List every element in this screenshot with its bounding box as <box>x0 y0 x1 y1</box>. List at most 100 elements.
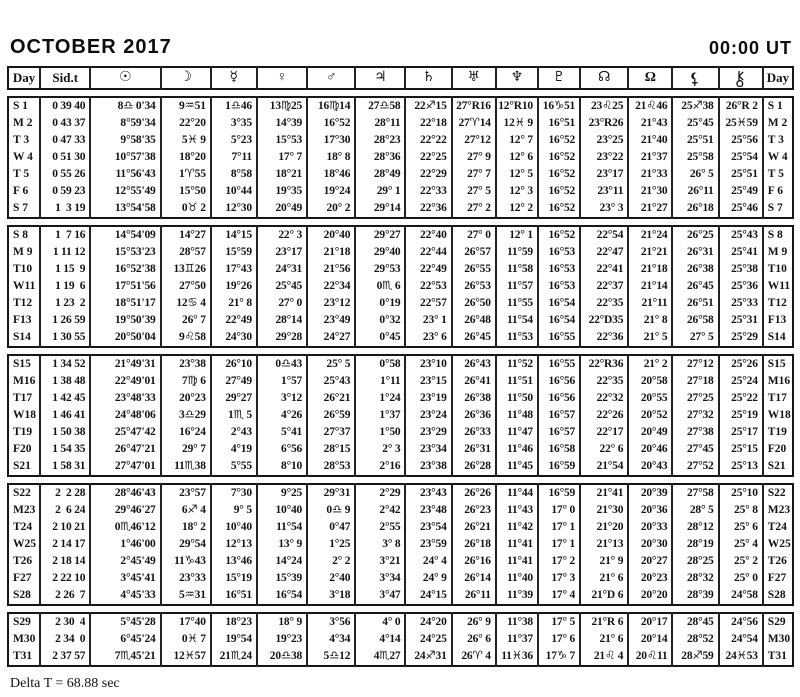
value-cell: 26°45 <box>450 329 496 347</box>
day-cell-left: M16 <box>13 375 36 387</box>
value-cell: 11°57 <box>494 278 538 295</box>
value-cell: 8°10 <box>255 458 308 476</box>
value-cell: 2°42 <box>354 502 406 519</box>
value-cell: 11°41 <box>494 553 538 570</box>
value-cell: 14°54'09 <box>89 226 161 244</box>
value-cell: 22°49'01 <box>89 373 161 390</box>
value-cell: 24°15 <box>404 587 452 605</box>
day-cell-left: S14 <box>13 331 31 343</box>
table-row: W 4 0 51 30 10°57'38 18°20 7°11 17° 7 18° 8 28°… <box>8 149 793 166</box>
value-cell: 21°18 <box>306 244 356 261</box>
value-cell: 2°45'49 <box>89 553 161 570</box>
value-cell: 1 19 6 <box>39 278 91 295</box>
value-cell: 11°45 <box>494 458 538 476</box>
value-cell: 16°53 <box>536 244 581 261</box>
value-cell: 27°45 <box>671 441 719 458</box>
value-cell: 15°50 <box>159 183 211 200</box>
value-cell: 23°17 <box>579 166 629 183</box>
value-cell: 11°38 <box>494 613 538 631</box>
value-cell: 1 3 19 <box>39 200 91 218</box>
value-cell: 0♓ 7 <box>159 631 211 648</box>
value-cell: 22°49 <box>209 312 257 329</box>
day-cell-left: T26 <box>13 555 33 567</box>
value-cell: 4♏27 <box>354 648 406 666</box>
day-cell-left: M 2 <box>13 117 33 129</box>
value-cell: 1 30 55 <box>39 329 91 347</box>
value-cell: 18° 8 <box>306 149 356 166</box>
value-cell: 0 55 26 <box>39 166 91 183</box>
value-cell: 23°43 <box>404 484 452 502</box>
header-block: Day Sid.t ☉ ☽ ☿ ♀ ♂ ♃ ♄ ♅ ♆ ♇ ☊ Ω Day <box>7 66 794 90</box>
value-cell: 0 43 37 <box>39 115 91 132</box>
value-cell: 11♓36 <box>494 648 538 666</box>
day-cell-left: W18 <box>13 409 36 421</box>
value-cell: 21°40 <box>627 132 673 149</box>
value-cell: 25°41 <box>717 244 763 261</box>
value-cell: 0°47 <box>306 519 356 536</box>
day-cell-right: T24 <box>761 519 793 536</box>
value-cell: 23°22 <box>579 149 629 166</box>
value-cell: 28°25 <box>671 553 719 570</box>
value-cell: 25° 0 <box>717 570 763 587</box>
saturn-icon: ♄ <box>404 67 452 89</box>
value-cell: 23°17 <box>255 244 308 261</box>
value-cell: 16°52'38 <box>89 261 161 278</box>
value-cell: 9°25 <box>255 484 308 502</box>
value-cell: 21°37 <box>627 149 673 166</box>
table-row: S 8 1 7 16 14°54'09 14°27 14°15 22° 3 20°40 29°… <box>8 226 793 244</box>
value-cell: 19°54 <box>209 631 257 648</box>
value-cell: 3°18 <box>306 587 356 605</box>
value-cell: 1°50 <box>354 424 406 441</box>
value-cell: 28°57 <box>159 244 211 261</box>
table-row: M16 1 38 48 22°49'01 7♍ 6 27°49 1°57 25°43 1°11… <box>8 373 793 390</box>
day-cell-left: F20 <box>13 443 32 455</box>
value-cell: 16°52 <box>536 183 581 200</box>
value-cell: 17°43 <box>209 261 257 278</box>
value-cell: 7°11 <box>209 149 257 166</box>
value-cell: 20°17 <box>627 613 673 631</box>
value-cell: 24°30 <box>209 329 257 347</box>
table-row: T17 1 42 45 23°48'33 20°23 29°27 3°12 26°21 1°2… <box>8 390 793 407</box>
value-cell: 20° 2 <box>306 200 356 218</box>
value-cell: 16°56 <box>536 390 581 407</box>
value-cell: 27°18 <box>671 373 719 390</box>
value-cell: 20°30 <box>627 536 673 553</box>
value-cell: 16♍14 <box>306 97 356 115</box>
value-cell: 11♑43 <box>159 553 211 570</box>
table-row: M23 2 6 24 29°46'27 6♐ 4 9° 5 10°40 0♎ 9 2°42 23… <box>8 502 793 519</box>
value-cell: 21°49'31 <box>89 355 161 373</box>
value-cell: 26° 7 <box>159 312 211 329</box>
value-cell: 23°29 <box>404 424 452 441</box>
value-cell: 26°10 <box>209 355 257 373</box>
day-cell-left: M23 <box>13 504 36 516</box>
value-cell: 26°11 <box>450 587 496 605</box>
value-cell: 2° 2 <box>306 553 356 570</box>
value-cell: 11°54 <box>494 312 538 329</box>
table-row: M 2 0 43 37 8°59'34 22°20 3°35 14°39 16°52 28°1… <box>8 115 793 132</box>
value-cell: 20°55 <box>627 390 673 407</box>
table-row: S 7 1 3 19 13°54'58 0♉ 2 12°30 20°49 20° 2 29°1… <box>8 200 793 218</box>
pluto-icon: ♇ <box>536 67 581 89</box>
value-cell: 29°53 <box>354 261 406 278</box>
day-cell-right: S28 <box>761 587 793 605</box>
lilith-icon <box>671 67 719 89</box>
value-cell: 2 18 14 <box>39 553 91 570</box>
value-cell: 27°12 <box>450 132 496 149</box>
value-cell: 2 34 0 <box>39 631 91 648</box>
value-cell: 11°51 <box>494 373 538 390</box>
value-cell: 23°10 <box>404 355 452 373</box>
value-cell: 2 37 57 <box>39 648 91 666</box>
value-cell: 22°33 <box>404 183 452 200</box>
value-cell: 0♉ 2 <box>159 200 211 218</box>
value-cell: 12°13 <box>209 536 257 553</box>
value-cell: 5♓ 9 <box>159 132 211 149</box>
page-title: OCTOBER 2017 <box>10 36 172 58</box>
value-cell: 22°20 <box>159 115 211 132</box>
col-day-right: Day <box>761 67 793 89</box>
value-cell: 22°D35 <box>579 312 629 329</box>
value-cell: 1 42 45 <box>39 390 91 407</box>
value-cell: 27°50 <box>159 278 211 295</box>
value-cell: 24°27 <box>306 329 356 347</box>
value-cell: 11°48 <box>494 407 538 424</box>
